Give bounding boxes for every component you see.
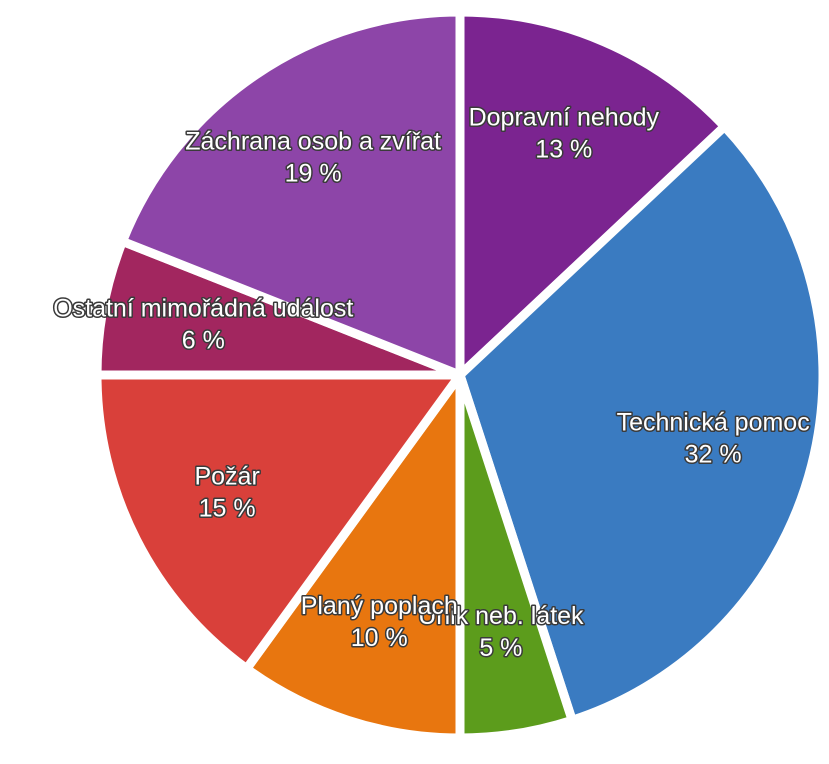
pie-slice bbox=[116, 7, 465, 382]
pie-slice bbox=[455, 7, 731, 386]
slice-value-label: 5 % bbox=[479, 634, 522, 662]
slice-value-label: 13 % bbox=[535, 136, 592, 164]
slice-label: Požár bbox=[194, 462, 259, 490]
slice-value-label: 15 % bbox=[199, 494, 256, 522]
pie-slice bbox=[92, 370, 469, 675]
slice-value-label: 6 % bbox=[182, 327, 225, 355]
slice-label: Ostatní mimořádná událost bbox=[53, 295, 353, 323]
pie-slice bbox=[454, 120, 828, 726]
slice-label: Únik neb. látek bbox=[418, 601, 584, 630]
pie-slice bbox=[240, 361, 465, 743]
slice-label: Planý poplach bbox=[301, 592, 458, 620]
slice-value-label: 10 % bbox=[351, 624, 408, 652]
slice-label: Dopravní nehody bbox=[469, 104, 660, 132]
slice-label: Záchrana osob a zvířat bbox=[185, 127, 441, 155]
slice-value-label: 19 % bbox=[285, 159, 342, 187]
slice-label: Technická pomoc bbox=[617, 409, 810, 437]
slice-value-label: 32 % bbox=[685, 441, 742, 469]
